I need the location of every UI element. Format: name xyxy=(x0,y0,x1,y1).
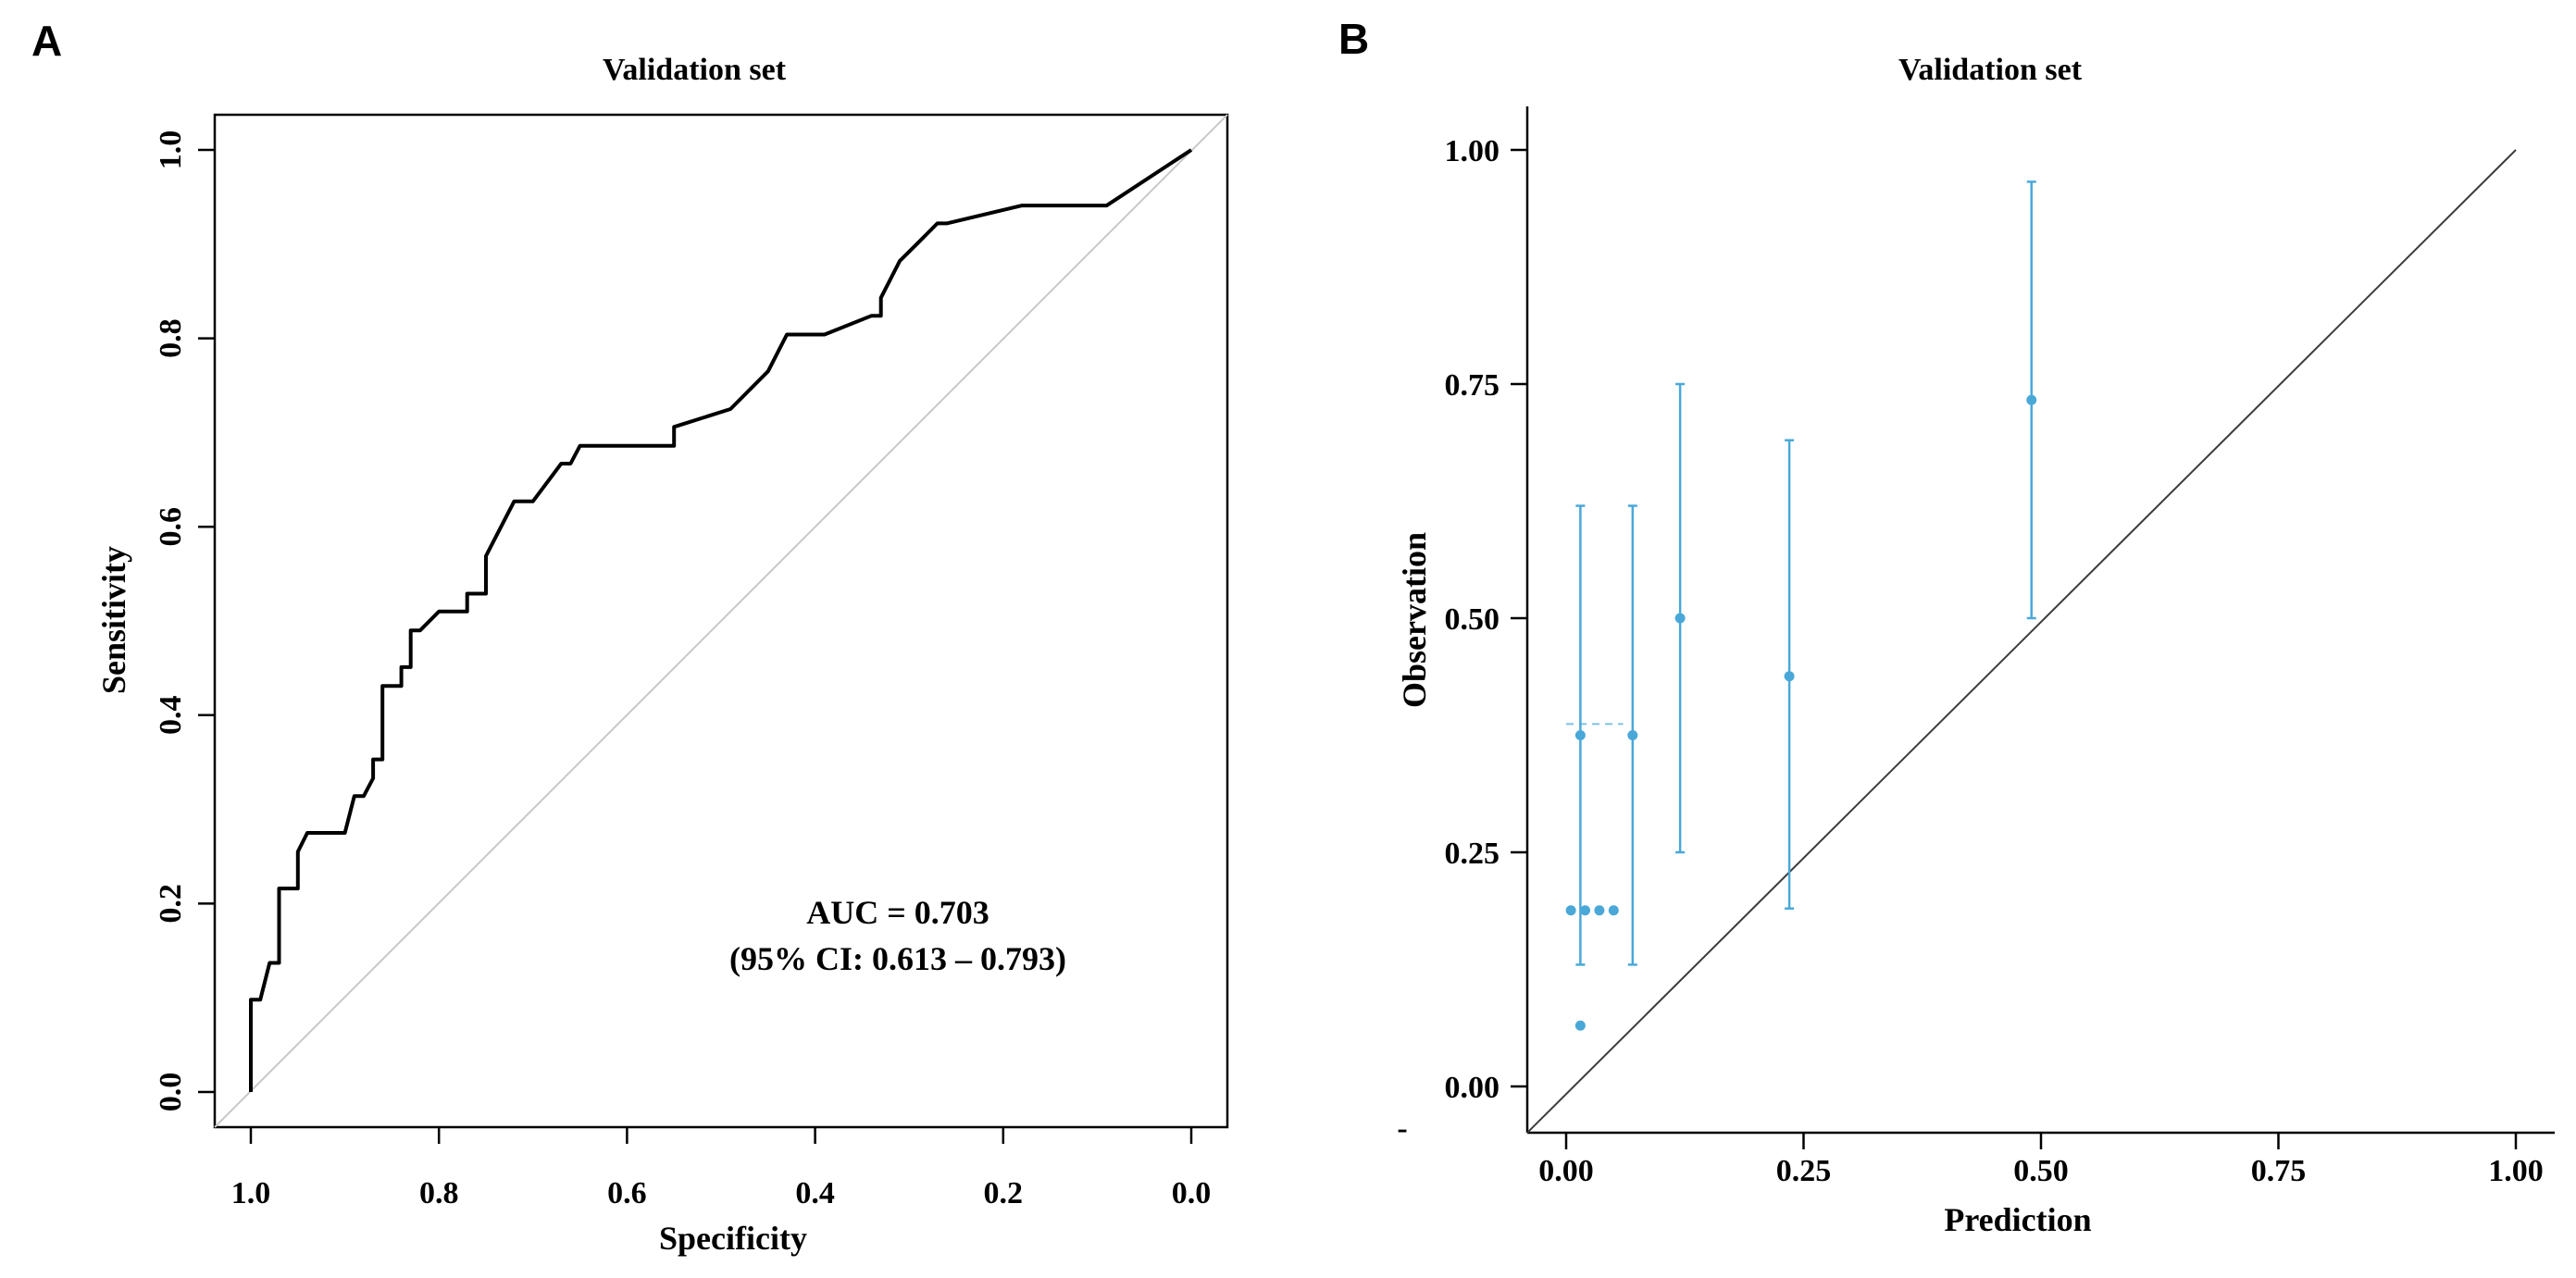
calibration-title: Validation set xyxy=(1898,53,2083,87)
calibration-y-tick-label: 1.00 xyxy=(1445,134,1500,168)
calibration-x-tick-label: 0.00 xyxy=(1538,1154,1594,1188)
roc-title: Validation set xyxy=(603,53,787,87)
roc-y-tick-label: 0.0 xyxy=(154,1073,188,1112)
calibration-y-label: Observation xyxy=(1396,532,1433,708)
panel-a-letter: A xyxy=(31,17,62,65)
roc-ci-label: (95% CI: 0.613 – 0.793) xyxy=(729,940,1066,977)
calibration-x-tick-label: 0.50 xyxy=(2013,1154,2069,1188)
roc-y-tick-label: 0.2 xyxy=(154,884,188,924)
roc-y-tick-label: 1.0 xyxy=(154,130,188,170)
roc-chart: Validation set 1.0 0.8 0.6 0.4 0.2 0.0 0.0 0.2 0… xyxy=(95,53,1229,1257)
calibration-y-tick-label: 0.00 xyxy=(1445,1071,1500,1105)
roc-reference-line xyxy=(214,114,1228,1128)
roc-x-tick-label: 0.8 xyxy=(419,1176,459,1210)
calibration-x-tick-label: 0.75 xyxy=(2251,1154,2307,1188)
calibration-y-tick-label: 0.75 xyxy=(1445,368,1500,403)
calibration-chart: Validation set 0.00 0.25 0.50 0.75 1.000.000… xyxy=(1396,53,2555,1238)
roc-x-tick-label: 1.0 xyxy=(231,1176,271,1210)
calibration-x-tick-label: 0.25 xyxy=(1776,1154,1832,1188)
calibration-ticks: 0.00 0.25 0.50 0.75 1.00 0.00 0.25 0.50 0.75 1.00 xyxy=(1445,134,2544,1188)
calibration-x-label: Prediction xyxy=(1944,1201,2091,1238)
roc-plot-frame xyxy=(213,113,1229,1129)
roc-marks xyxy=(214,114,1228,1128)
calibration-point xyxy=(1608,905,1619,916)
roc-x-tick-label: 0.4 xyxy=(795,1176,835,1210)
calibration-point xyxy=(1594,905,1605,916)
roc-ticks: 1.0 0.8 0.6 0.4 0.2 0.0 0.0 0.2 0.4 0.6 0.8 1.0 xyxy=(154,130,1211,1210)
roc-x-tick-label: 0.0 xyxy=(1172,1176,1212,1210)
calibration-point xyxy=(1674,613,1686,624)
roc-auc-label: AUC = 0.703 xyxy=(806,894,989,931)
roc-y-tick-label: 0.8 xyxy=(154,318,188,358)
calibration-point xyxy=(1580,905,1591,916)
calibration-reference-line xyxy=(1526,149,2517,1134)
roc-curve xyxy=(249,148,1193,1092)
calibration-y-tick-label: 0.25 xyxy=(1445,837,1500,871)
calibration-point xyxy=(2026,394,2037,405)
calibration-point xyxy=(1574,730,1586,740)
calibration-marks xyxy=(1526,149,2517,1134)
roc-y-tick-label: 0.4 xyxy=(154,696,188,736)
roc-x-tick-label: 0.6 xyxy=(607,1176,647,1210)
roc-x-label: Specificity xyxy=(659,1220,807,1257)
roc-y-tick-label: 0.6 xyxy=(154,507,188,547)
calibration-point xyxy=(1574,1020,1586,1031)
panel-b-letter: B xyxy=(1338,15,1369,63)
calibration-y-tick-label: 0.50 xyxy=(1445,602,1500,637)
roc-y-label: Sensitivity xyxy=(95,546,132,694)
calibration-point xyxy=(1784,671,1795,682)
roc-x-tick-label: 0.2 xyxy=(984,1176,1024,1210)
calibration-x-tick-label: 1.00 xyxy=(2488,1154,2544,1188)
calibration-point xyxy=(1627,730,1638,740)
calibration-point xyxy=(1565,905,1576,916)
calibration-extra-tick: - xyxy=(1397,1111,1407,1146)
